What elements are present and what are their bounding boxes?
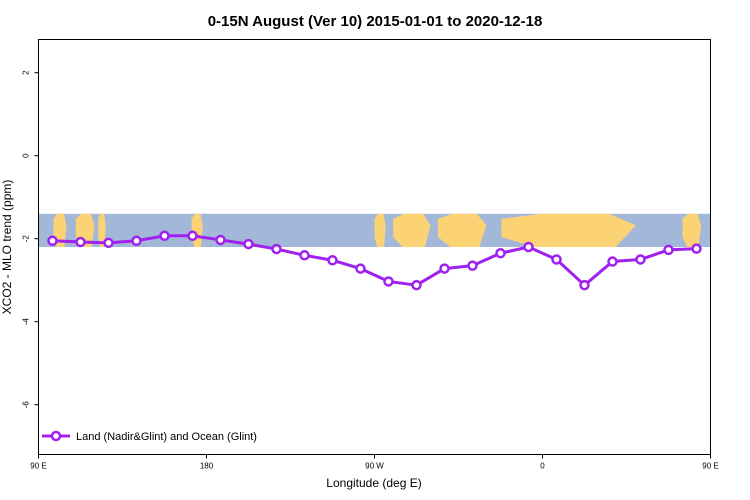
map-land-4 bbox=[374, 213, 386, 247]
y-tick-label: -6 bbox=[22, 401, 31, 409]
data-point bbox=[299, 250, 310, 261]
data-point bbox=[607, 256, 618, 267]
y-axis-label: XCO2 - MLO trend (ppm) bbox=[0, 180, 14, 315]
data-point bbox=[215, 234, 226, 246]
y-tick-label: -2 bbox=[22, 235, 31, 243]
data-point bbox=[439, 263, 450, 274]
data-point bbox=[691, 243, 702, 254]
data-point bbox=[131, 235, 142, 247]
series-layer bbox=[47, 230, 702, 291]
y-tick-label: 0 bbox=[22, 153, 31, 158]
map-land-5 bbox=[393, 213, 431, 247]
x-axis: 90 E 180 90 W 0 90 E bbox=[30, 454, 719, 471]
map-band bbox=[38, 213, 711, 247]
data-point bbox=[663, 244, 674, 256]
data-point bbox=[411, 279, 422, 291]
data-point bbox=[159, 230, 170, 242]
data-point bbox=[103, 237, 114, 249]
y-axis: 2 0 -2 -4 -6 bbox=[22, 70, 39, 408]
data-point bbox=[523, 241, 534, 253]
data-point bbox=[467, 260, 478, 271]
x-axis-label: Longitude (deg E) bbox=[326, 476, 421, 490]
x-tick-label: 180 bbox=[200, 462, 214, 471]
map-land-2 bbox=[98, 213, 106, 247]
data-point bbox=[271, 243, 282, 255]
map-land-6 bbox=[437, 213, 487, 247]
data-point bbox=[47, 235, 58, 247]
x-tick-label: 90 E bbox=[30, 462, 46, 471]
data-point bbox=[327, 255, 338, 266]
data-point bbox=[579, 279, 590, 291]
legend: Land (Nadir&Glint) and Ocean (Glint) bbox=[42, 430, 257, 443]
data-point bbox=[635, 254, 646, 265]
data-point bbox=[75, 236, 86, 248]
legend-label: Land (Nadir&Glint) and Ocean (Glint) bbox=[76, 431, 257, 443]
data-point bbox=[187, 230, 198, 242]
y-tick-label: 2 bbox=[22, 70, 31, 75]
chart-title: 0-15N August (Ver 10) 2015-01-01 to 2020… bbox=[208, 13, 543, 30]
legend-marker-swatch bbox=[50, 430, 62, 442]
x-tick-label: 0 bbox=[540, 462, 545, 471]
y-tick-label: -4 bbox=[22, 318, 31, 326]
data-point bbox=[551, 254, 562, 265]
data-point bbox=[243, 238, 254, 250]
map-land-3 bbox=[191, 213, 203, 247]
x-tick-label: 90 W bbox=[365, 462, 384, 471]
data-point bbox=[383, 276, 394, 287]
x-tick-label: 90 E bbox=[702, 462, 718, 471]
map-land-7 bbox=[501, 213, 636, 247]
map-land-8 bbox=[682, 213, 702, 247]
data-point bbox=[355, 263, 366, 274]
data-point bbox=[495, 247, 506, 259]
